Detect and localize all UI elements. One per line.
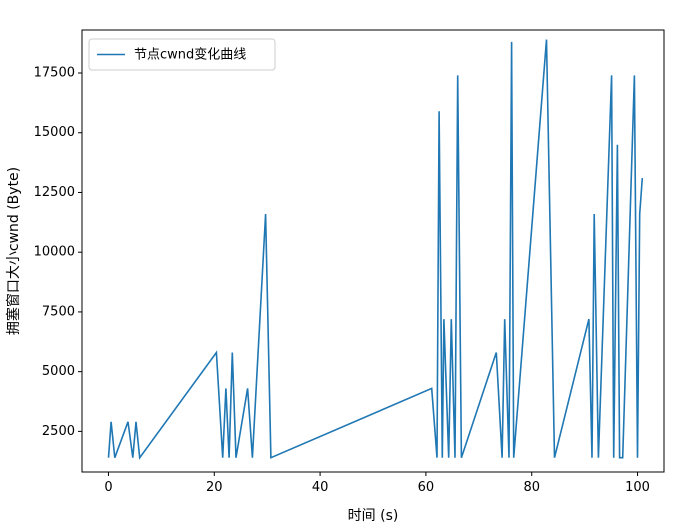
y-tick-label: 12500 (34, 185, 75, 200)
legend: 节点cwnd变化曲线 (88, 38, 276, 71)
y-tick-label: 5000 (42, 364, 75, 379)
y-axis-label: 拥塞窗口大小cwnd (Byte) (5, 167, 22, 335)
x-tick-label: 80 (523, 480, 540, 495)
x-tick-label: 60 (418, 480, 435, 495)
legend-label: 节点cwnd变化曲线 (134, 47, 246, 63)
x-tick-label: 0 (104, 480, 112, 495)
x-tick-label: 20 (206, 480, 223, 495)
plot-frame (81, 29, 665, 473)
series-line (107, 39, 644, 460)
y-tick-label: 17500 (34, 66, 75, 81)
y-tick-label: 10000 (34, 245, 75, 260)
x-tick-label: 40 (312, 480, 329, 495)
x-axis-ticks: 0 20 40 60 80 100 (104, 472, 650, 495)
x-axis-label: 时间 (s) (348, 508, 399, 524)
y-tick-label: 7500 (42, 304, 75, 319)
y-tick-label: 15000 (34, 125, 75, 140)
legend-box (88, 38, 276, 71)
y-axis-ticks: 2500 5000 7500 10000 12500 15000 17500 (34, 66, 82, 439)
plot-area (107, 39, 644, 460)
x-tick-label: 100 (625, 480, 650, 495)
y-tick-label: 2500 (42, 424, 75, 439)
